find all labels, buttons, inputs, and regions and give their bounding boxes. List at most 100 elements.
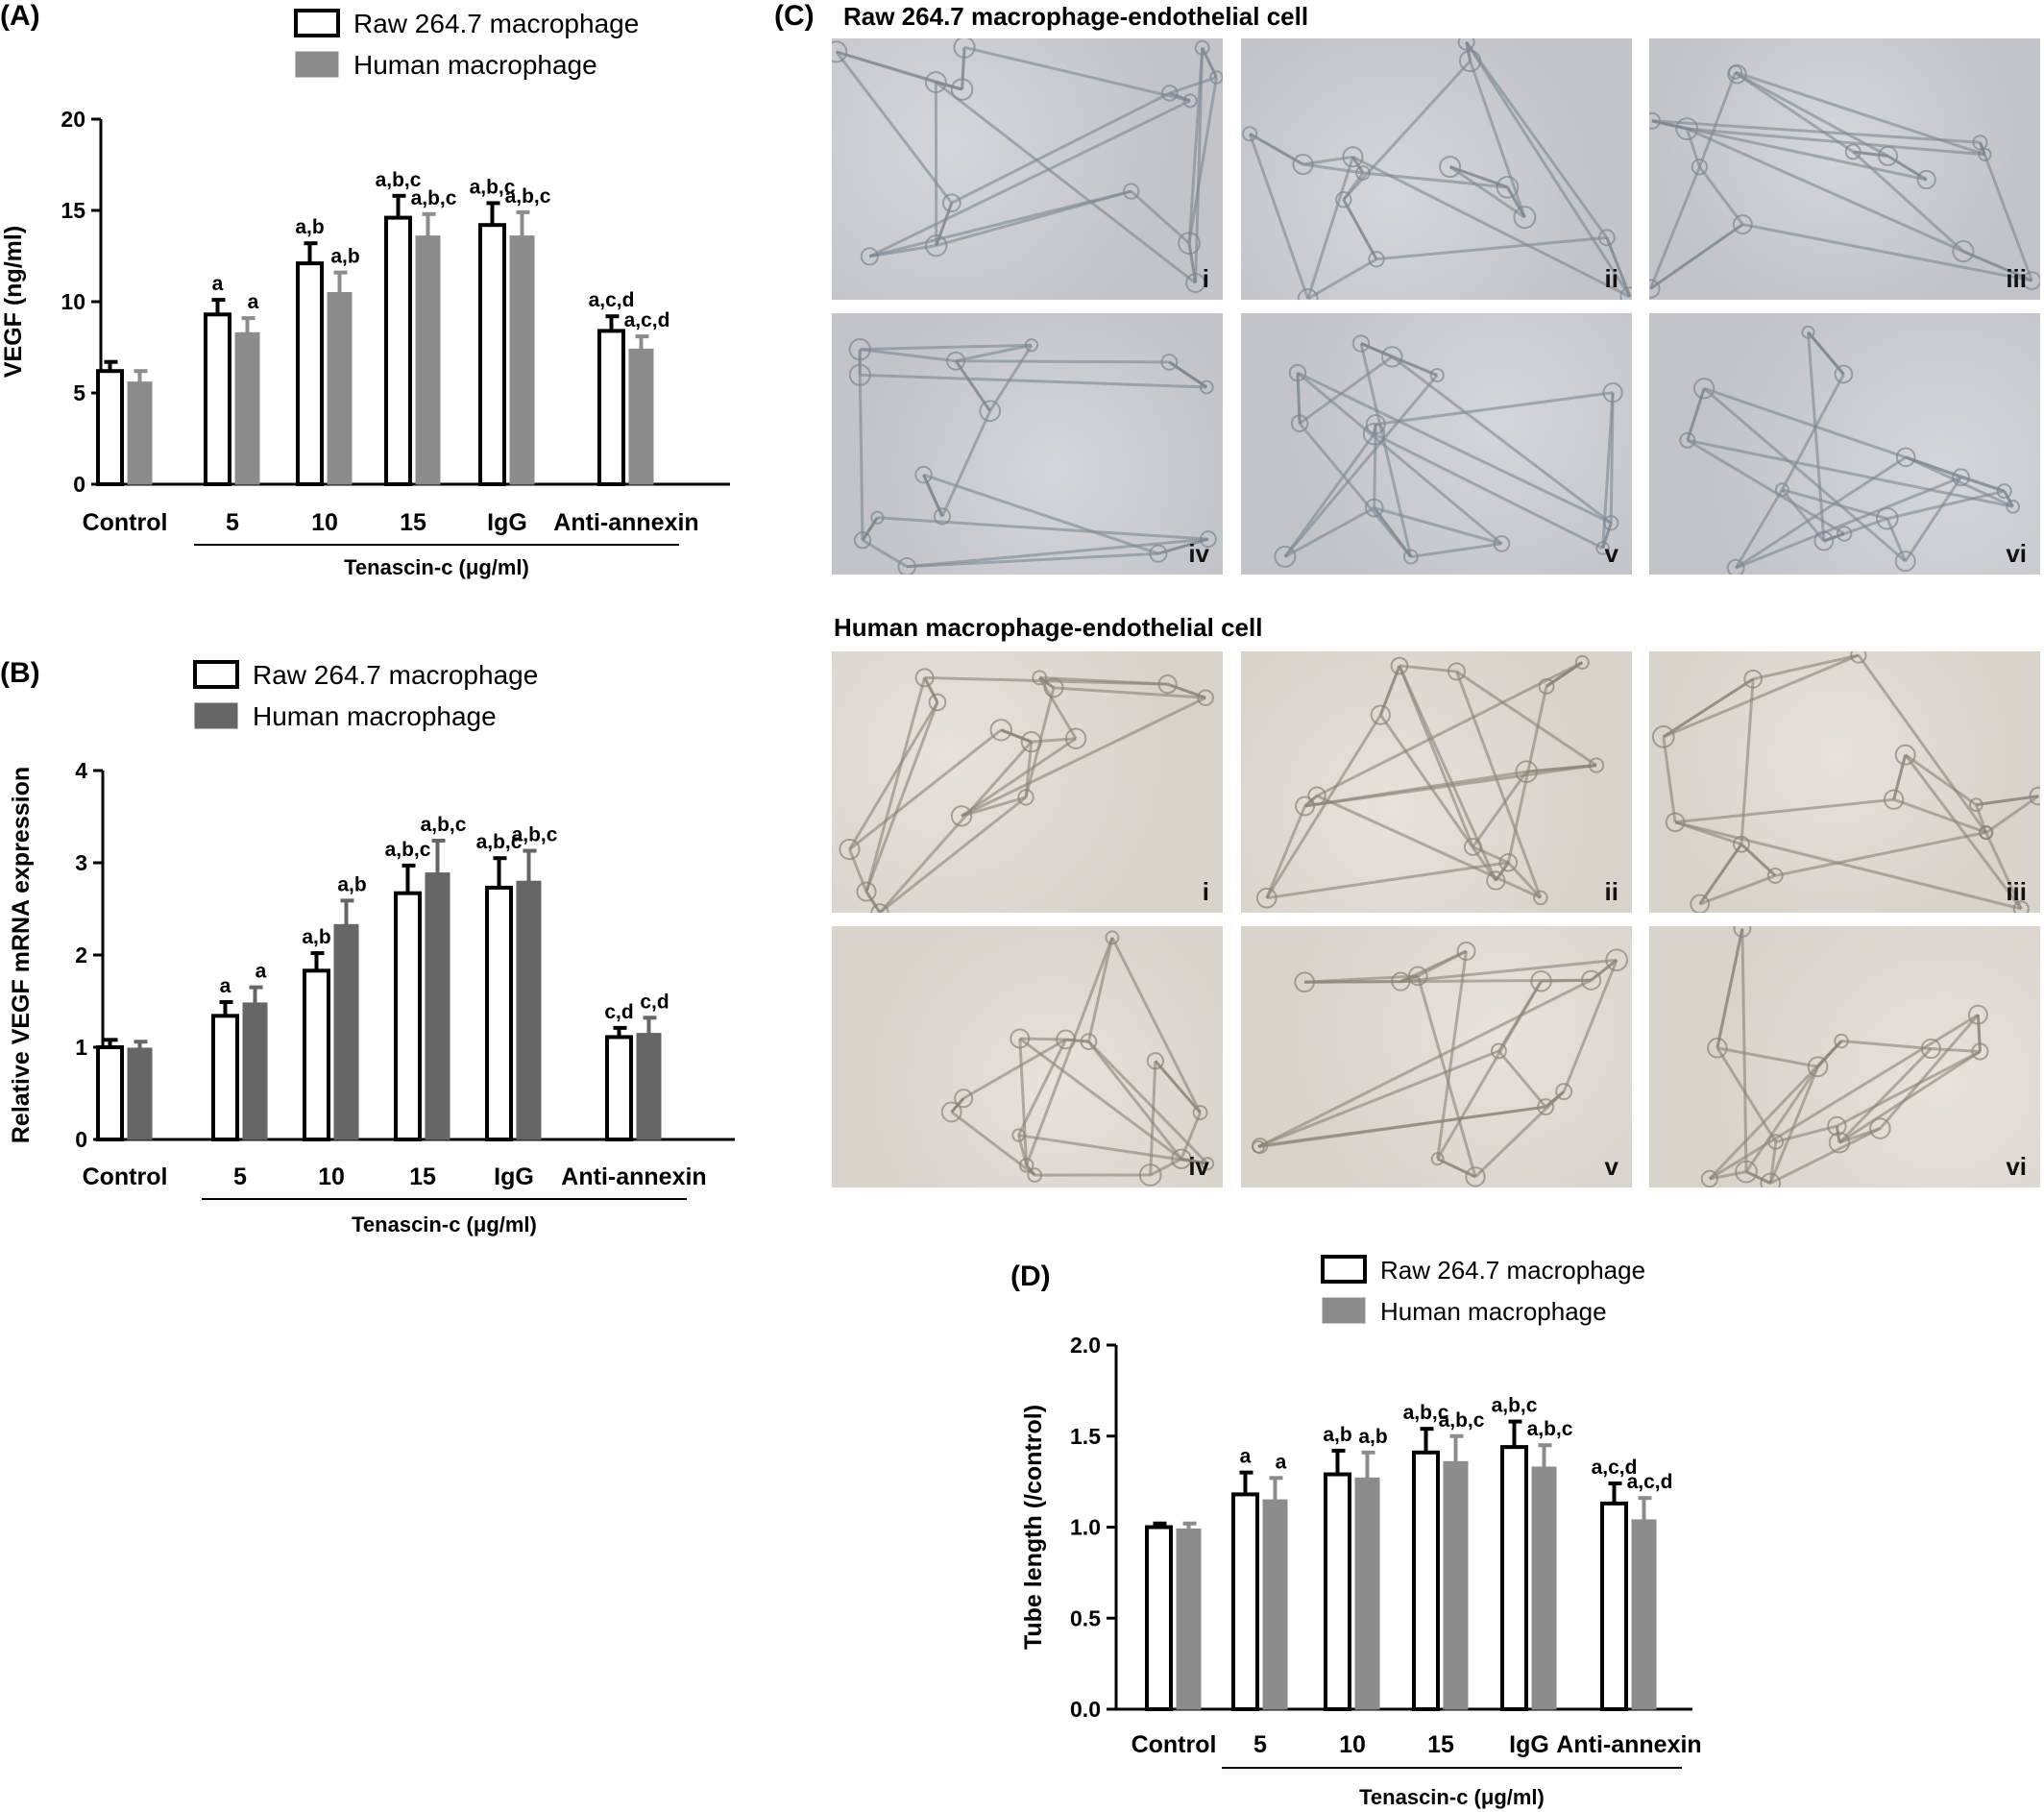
cell-tube xyxy=(1497,980,1543,1052)
legend-label-0: Raw 264.7 macrophage xyxy=(1380,1256,1645,1285)
bar xyxy=(1500,1445,1528,1711)
significance-label: a,b,c xyxy=(470,176,516,198)
cell-cluster xyxy=(1533,890,1548,906)
significance-label: a xyxy=(1240,1446,1252,1468)
bar xyxy=(296,261,324,486)
legend-swatch-0 xyxy=(1321,1255,1367,1284)
cell-tube xyxy=(1399,664,1457,673)
significance-label: c,d xyxy=(640,991,669,1013)
significance-label: a,b,c xyxy=(512,824,558,846)
x-axis-label: Tenascin-c (μg/ml) xyxy=(352,1212,537,1237)
y-tick-label: 0 xyxy=(73,472,85,497)
cell-tube xyxy=(1342,199,1378,260)
cell-tube xyxy=(1736,72,1889,158)
cell-cluster xyxy=(1292,153,1314,176)
cell-tube xyxy=(1455,671,1543,898)
cell-cluster xyxy=(1295,796,1316,817)
cell-tube xyxy=(924,675,1168,686)
cell-cluster xyxy=(1513,206,1537,230)
cell-cluster xyxy=(1032,670,1048,686)
significance-label: a,b,c xyxy=(421,814,467,836)
significance-label: a,b,c xyxy=(1439,1409,1485,1432)
cell-cluster xyxy=(954,1089,974,1109)
cell-cluster xyxy=(1743,669,1764,689)
cell-cluster xyxy=(1294,971,1316,993)
cell-tube xyxy=(1976,1015,1982,1052)
cell-tube xyxy=(877,516,1208,541)
cell-cluster xyxy=(1605,948,1629,972)
cell-network xyxy=(832,38,1223,294)
significance-label: a,b,c xyxy=(1403,1402,1449,1424)
cell-tube xyxy=(1769,1127,1882,1185)
cell-cluster xyxy=(1496,176,1520,199)
cell-tube xyxy=(951,91,1171,205)
cell-network xyxy=(1255,654,1605,909)
significance-label: a,b,c xyxy=(1492,1395,1538,1417)
category-label: 10 xyxy=(318,1163,345,1190)
cell-tube xyxy=(1306,156,1354,300)
cell-tube xyxy=(1962,250,2033,282)
cell-cluster xyxy=(1161,85,1179,102)
cell-cluster xyxy=(1355,165,1371,181)
significance-label: a,b,c xyxy=(505,185,551,208)
cell-tube xyxy=(1025,937,1114,1166)
cell-tube xyxy=(1649,223,1744,290)
cell-network xyxy=(940,930,1215,1187)
cell-tube xyxy=(1886,518,1908,562)
cell-cluster xyxy=(897,556,916,575)
y-tick-label: 4 xyxy=(75,758,87,783)
cell-cluster xyxy=(1368,251,1385,268)
cell-tube xyxy=(1840,1040,1932,1050)
tube-length-bar-chart: Raw 264.7 macrophage Human macrophage 0.0 0… xyxy=(1020,1255,1702,1809)
cell-tube xyxy=(2003,490,2014,508)
cell-cluster xyxy=(1732,214,1753,235)
human-microscopy-grid: i ii iii iv v vi xyxy=(832,651,2040,1188)
cell-cluster xyxy=(1971,1042,1989,1061)
cell-tube xyxy=(1248,133,1310,300)
cell-cluster xyxy=(1197,689,1214,707)
cell-tube xyxy=(1257,1144,1261,1148)
cell-cluster xyxy=(941,193,961,213)
bar xyxy=(1231,1492,1259,1711)
category-label: Control xyxy=(83,1163,168,1190)
cell-tube xyxy=(1316,661,1584,797)
cell-tube xyxy=(1259,1105,1546,1147)
y-tick-label: 0.0 xyxy=(1070,1697,1101,1722)
cell-cluster xyxy=(1447,662,1467,681)
cell-cluster xyxy=(950,805,973,827)
cell-tube xyxy=(868,99,1191,258)
cell-cluster xyxy=(1290,414,1309,432)
image-index-label: iv xyxy=(1188,539,1209,568)
cell-cluster xyxy=(1679,431,1696,449)
panel-d-label: (D) xyxy=(1010,1261,1051,1292)
cell-tube xyxy=(1472,771,1528,848)
cell-cluster xyxy=(1010,1028,1031,1049)
significance-label: a,b xyxy=(1358,1426,1387,1448)
bar xyxy=(478,223,506,486)
category-label: Control xyxy=(1132,1731,1217,1758)
bar xyxy=(597,329,625,486)
image-index-label: vi xyxy=(2006,539,2027,568)
legend-label-1: Human macrophage xyxy=(253,701,497,731)
image-index-label: v xyxy=(1604,539,1618,568)
cell-cluster xyxy=(1969,797,1983,812)
cell-tube xyxy=(1265,805,1306,899)
cell-tube xyxy=(1257,978,1593,1149)
category-label: 15 xyxy=(400,509,426,536)
cell-cluster xyxy=(1700,1169,1718,1188)
cell-tube xyxy=(1375,391,1614,427)
cell-tube xyxy=(954,359,991,412)
significance-label: a,b xyxy=(337,873,366,895)
cell-tube xyxy=(1662,677,1754,739)
cell-cluster xyxy=(1178,232,1201,256)
cell-tube xyxy=(1087,1041,1183,1161)
cell-network xyxy=(1242,38,1632,300)
cell-tube xyxy=(1507,861,1543,899)
cell-network xyxy=(839,668,1214,913)
cell-tube xyxy=(1651,119,1981,144)
cell-tube xyxy=(1249,133,1304,166)
category-label: 10 xyxy=(1339,1731,1366,1758)
cell-tube xyxy=(1686,387,1706,441)
microscopy-image-vi: vi xyxy=(1649,313,2040,575)
cell-tube xyxy=(1857,654,1988,834)
